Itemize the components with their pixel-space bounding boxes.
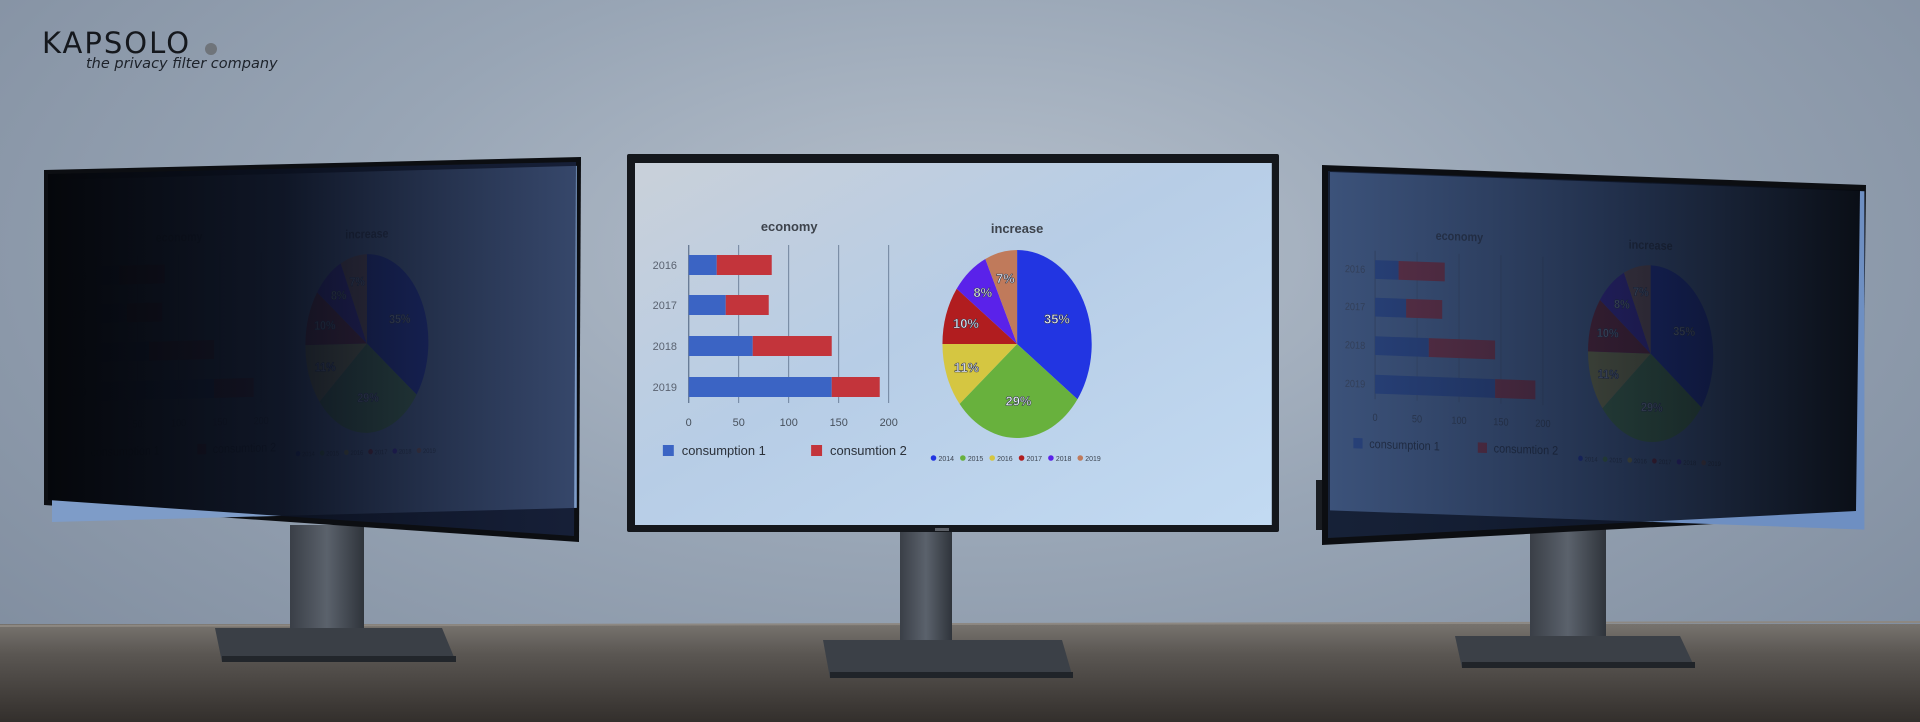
x-tick-label: 150 xyxy=(830,417,848,429)
pie-chart-title: increase xyxy=(991,221,1043,236)
pie-data-label: 35% xyxy=(1044,311,1070,326)
pie-slice-2015 xyxy=(959,344,1078,438)
logo: KAPSOLO the privacy filter company xyxy=(42,26,278,72)
pie-data-label: 7% xyxy=(996,271,1015,286)
right-monitor-stand xyxy=(1455,528,1695,668)
pie-slice-2018 xyxy=(956,258,1018,344)
pie-legend-label: 2019 xyxy=(1085,456,1101,463)
y-tick-label: 2019 xyxy=(653,382,677,394)
pie-data-label: 29% xyxy=(1006,393,1032,408)
x-tick-label: 50 xyxy=(733,417,745,429)
pie-legend-label: 2017 xyxy=(1027,456,1043,463)
pie-data-label: 10% xyxy=(953,316,979,331)
pie-legend-label: 2015 xyxy=(968,456,984,463)
pie-legend-dot xyxy=(1077,455,1084,461)
bar-2019-series-1 xyxy=(688,377,832,397)
pie-data-label: 11% xyxy=(954,360,980,375)
privacy-filter-left xyxy=(48,162,576,536)
bar-2016-series-2 xyxy=(716,255,772,275)
x-tick-label: 0 xyxy=(686,417,692,429)
pie-data-label: 8% xyxy=(973,285,992,300)
pie-legend-dot xyxy=(930,455,937,461)
center-monitor-stand xyxy=(823,528,1073,678)
pie-legend-label: 2016 xyxy=(997,456,1013,463)
y-tick-label: 2018 xyxy=(653,341,677,353)
bar-2018-series-2 xyxy=(752,336,832,356)
pie-slice-2016 xyxy=(942,344,1018,404)
legend-swatch xyxy=(811,445,823,456)
bar-2017-series-2 xyxy=(725,295,769,315)
legend-label: consumption 1 xyxy=(682,443,766,458)
pie-legend-label: 2014 xyxy=(938,456,954,463)
x-tick-label: 100 xyxy=(780,417,798,429)
pie-slice-2014 xyxy=(1017,250,1092,400)
legend-swatch xyxy=(662,445,674,456)
bar-2016-series-1 xyxy=(688,255,717,275)
left-monitor: economy0501001502002016201720182019consu… xyxy=(44,157,581,542)
bar-2019-series-2 xyxy=(831,377,880,397)
pie-slice-2019 xyxy=(985,250,1018,344)
y-tick-label: 2017 xyxy=(653,300,677,312)
bar-2018-series-1 xyxy=(688,336,753,356)
left-monitor-stand xyxy=(215,525,456,662)
pie-legend-dot xyxy=(989,455,995,461)
center-monitor: economy 0 50 100 150 200 2016 2017 2018 2019 consu… xyxy=(627,154,1279,532)
right-monitor: economy0501001502002016201720182019consu… xyxy=(1316,165,1866,545)
logo-dot xyxy=(205,42,218,55)
y-tick-label: 2016 xyxy=(653,260,677,272)
logo-brand: KAPSOLO xyxy=(42,26,192,60)
x-tick-label: 200 xyxy=(880,417,898,429)
pie-legend-label: 2018 xyxy=(1056,456,1072,463)
pie-slice-2017 xyxy=(942,288,1018,344)
privacy-filter-right xyxy=(1328,171,1860,538)
pie-legend-dot xyxy=(960,455,966,461)
logo-tagline: the privacy filter company xyxy=(86,56,278,72)
bar-2017-series-1 xyxy=(688,295,726,315)
monitor-brand-badge xyxy=(935,528,949,531)
bar-chart-title: economy xyxy=(761,219,819,234)
pie-legend-dot xyxy=(1048,455,1054,461)
legend-label: consumtion 2 xyxy=(830,443,907,458)
pie-legend-dot xyxy=(1018,455,1025,461)
